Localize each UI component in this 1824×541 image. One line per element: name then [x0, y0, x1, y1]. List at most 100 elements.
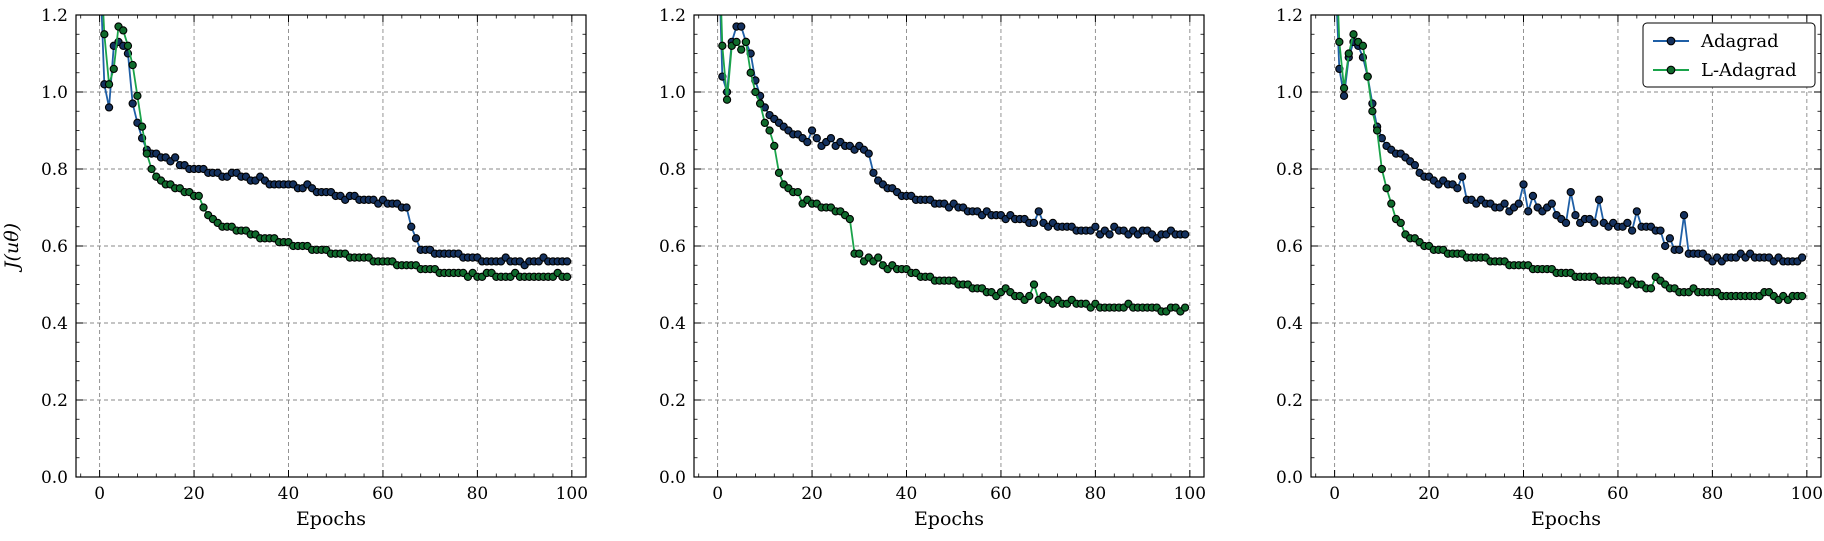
y-tick-label: 0.2 [1276, 391, 1303, 411]
data-point-l_adagrad [109, 64, 118, 74]
data-point-l_adagrad [133, 91, 142, 100]
y-tick-label: 0.8 [41, 160, 68, 180]
data-point-l_adagrad [1025, 291, 1034, 301]
data-point-adagrad [1377, 134, 1386, 143]
data-point-l_adagrad [104, 80, 114, 89]
y-tick-label: 1.2 [1276, 6, 1303, 26]
y-tick-label: 0.8 [659, 160, 686, 180]
data-point-l_adagrad [755, 99, 765, 108]
y-tick-label: 1.0 [1276, 83, 1303, 103]
y-tick-label: 0.4 [41, 314, 68, 334]
series-group [100, 15, 572, 281]
data-point-adagrad [1665, 234, 1675, 243]
y-axis-label: J(uθ) [1, 223, 23, 273]
y-tick-label: 0.6 [1276, 237, 1303, 257]
x-tick-label: 20 [801, 484, 823, 504]
data-point-adagrad [1561, 218, 1571, 228]
data-point-adagrad [407, 222, 416, 231]
data-point-adagrad [1627, 226, 1637, 235]
legend-marker-adagrad [1666, 36, 1676, 46]
data-point-adagrad [1180, 230, 1190, 239]
x-axis-label: Epochs [296, 508, 366, 530]
data-point-l_adagrad [760, 118, 769, 127]
x-tick-label: 20 [1418, 484, 1440, 504]
series-group [1335, 15, 1807, 305]
data-point-adagrad [1632, 207, 1641, 216]
data-point-adagrad [1566, 187, 1575, 197]
data-point-adagrad [812, 134, 821, 143]
legend-label: L-Adagrad [1701, 60, 1797, 81]
grid [76, 14, 586, 478]
x-tick-label: 100 [556, 484, 588, 504]
data-point-adagrad [807, 126, 817, 135]
y-tick-label: 0.4 [1276, 314, 1303, 334]
data-point-l_adagrad [100, 30, 109, 39]
data-point-l_adagrad [1396, 218, 1405, 228]
chart-panel-3: 0 20 40 60 80 100 0.0 0.2 0.4 0.6 0.8 1.0 1.2 Epochs A… [1276, 6, 1823, 530]
x-tick-label: 40 [278, 484, 300, 504]
data-point-adagrad [171, 153, 180, 162]
data-point-adagrad [1500, 199, 1509, 208]
data-point-l_adagrad [874, 253, 883, 262]
y-tick-label: 1.0 [41, 83, 68, 103]
data-point-adagrad [1105, 230, 1114, 239]
x-axis-label: Epochs [914, 508, 984, 530]
x-tick-label: 100 [1791, 484, 1823, 504]
data-point-adagrad [1571, 211, 1580, 220]
x-axis-label: Epochs [1531, 508, 1601, 530]
data-point-adagrad [826, 134, 836, 143]
y-tick-label: 0.0 [659, 468, 686, 488]
data-point-l_adagrad [1358, 41, 1368, 50]
data-point-l_adagrad [147, 164, 156, 174]
data-point-l_adagrad [1368, 107, 1377, 116]
data-point-l_adagrad [1382, 184, 1391, 193]
data-point-adagrad [1547, 199, 1556, 208]
data-point-adagrad [1679, 211, 1689, 220]
data-point-l_adagrad [128, 60, 137, 70]
data-point-l_adagrad [774, 168, 784, 177]
data-point-adagrad [1034, 207, 1043, 216]
data-point-l_adagrad [142, 149, 151, 158]
data-point-adagrad [1797, 253, 1807, 262]
data-point-adagrad [128, 99, 137, 108]
chart-panel-1: 0 20 40 60 80 100 0.0 0.2 0.4 0.6 0.8 1.0 1.2 Epochs J… [1, 6, 588, 530]
data-point-adagrad [1029, 218, 1039, 228]
data-point-l_adagrad [793, 187, 803, 197]
data-point-adagrad [1661, 241, 1670, 251]
legend-label: Adagrad [1700, 31, 1779, 52]
data-point-l_adagrad [770, 141, 779, 151]
data-point-adagrad [864, 149, 873, 158]
series-line-l_adagrad [720, 15, 1186, 313]
data-point-l_adagrad [1646, 284, 1656, 293]
data-point-l_adagrad [1387, 199, 1396, 208]
ticks [694, 14, 1204, 478]
data-point-l_adagrad [722, 95, 732, 104]
grid [694, 14, 1204, 478]
series-line-adagrad [100, 15, 568, 267]
data-point-adagrad [411, 234, 421, 243]
data-point-l_adagrad [1339, 84, 1349, 93]
chart-panel-2: 0 20 40 60 80 100 0.0 0.2 0.4 0.6 0.8 1.0 1.2 Epochs [659, 6, 1206, 530]
y-tick-label: 0.6 [41, 237, 68, 257]
data-point-l_adagrad [194, 191, 203, 201]
data-point-adagrad [402, 203, 411, 212]
y-tick-label: 0.0 [41, 468, 68, 488]
y-tick-label: 0.8 [1276, 160, 1303, 180]
series-group [718, 15, 1190, 316]
data-point-l_adagrad [718, 41, 727, 50]
data-point-l_adagrad [751, 87, 760, 97]
data-point-adagrad [1410, 160, 1420, 170]
data-point-l_adagrad [199, 203, 208, 212]
data-point-adagrad [1623, 218, 1632, 228]
x-tick-label: 0 [712, 484, 723, 504]
data-point-adagrad [1457, 172, 1467, 181]
legend: Adagrad L-Adagrad [1642, 22, 1816, 88]
x-tick-label: 40 [896, 484, 918, 504]
data-point-l_adagrad [855, 249, 864, 258]
data-point-l_adagrad [119, 26, 128, 35]
data-point-adagrad [1590, 218, 1599, 228]
data-point-l_adagrad [1029, 280, 1039, 289]
data-point-l_adagrad [123, 41, 133, 50]
data-point-adagrad [869, 168, 878, 177]
